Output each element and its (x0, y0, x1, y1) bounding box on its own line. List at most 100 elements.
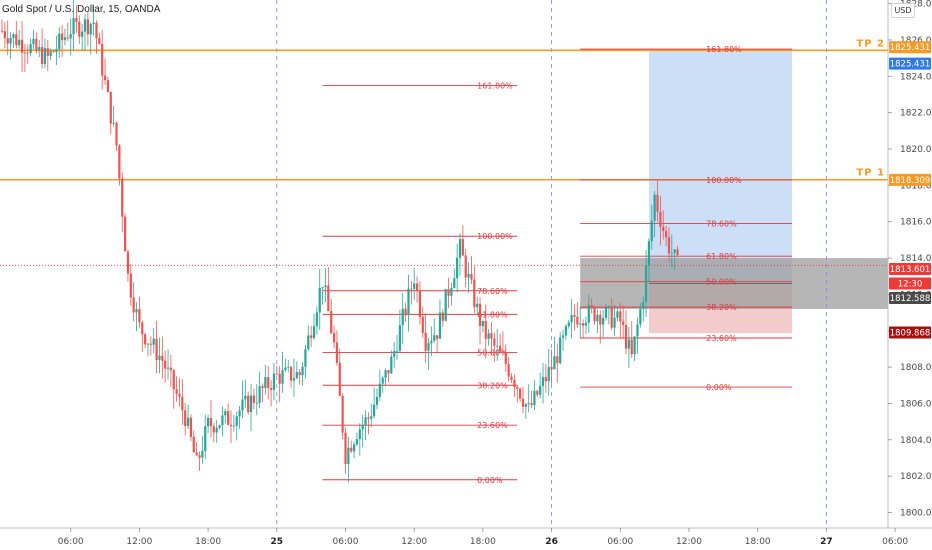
candle[interactable] (473, 266, 476, 314)
candle[interactable] (530, 390, 533, 409)
candle[interactable] (576, 302, 579, 328)
candle[interactable] (424, 313, 427, 364)
candle[interactable] (567, 319, 570, 329)
candle[interactable] (484, 304, 487, 359)
candle[interactable] (281, 351, 284, 393)
candle[interactable] (106, 76, 110, 93)
candle[interactable] (564, 324, 568, 340)
candle[interactable] (673, 248, 676, 270)
candle[interactable] (355, 432, 359, 447)
candle[interactable] (570, 298, 573, 339)
candle[interactable] (49, 48, 52, 61)
candle[interactable] (602, 309, 605, 338)
profit-target-zone[interactable] (648, 50, 793, 284)
candle[interactable] (295, 361, 298, 380)
candle[interactable] (109, 91, 112, 135)
candle[interactable] (410, 281, 413, 305)
candle[interactable] (358, 423, 361, 456)
candle[interactable] (450, 282, 453, 306)
candle[interactable] (264, 364, 267, 395)
candle[interactable] (61, 24, 64, 57)
candle[interactable] (670, 234, 673, 269)
candle[interactable] (587, 294, 590, 333)
candle[interactable] (115, 121, 118, 152)
candle[interactable] (647, 238, 651, 283)
candle[interactable] (444, 288, 447, 322)
candle[interactable] (639, 302, 642, 328)
candle[interactable] (307, 325, 310, 352)
candle[interactable] (324, 268, 327, 303)
candle[interactable] (321, 287, 324, 305)
candle[interactable] (112, 105, 115, 127)
candle[interactable] (573, 304, 576, 331)
candle[interactable] (665, 225, 668, 247)
candle[interactable] (58, 27, 61, 58)
candle[interactable] (556, 343, 559, 383)
candle[interactable] (0, 19, 4, 34)
candle[interactable] (186, 404, 190, 430)
candle[interactable] (15, 20, 18, 49)
candle[interactable] (272, 363, 276, 401)
candle[interactable] (524, 402, 527, 419)
candle[interactable] (381, 375, 384, 393)
candle[interactable] (66, 22, 69, 42)
candle[interactable] (461, 225, 464, 256)
candle[interactable] (18, 30, 21, 49)
candle[interactable] (553, 336, 556, 370)
candle[interactable] (207, 414, 210, 434)
candle[interactable] (516, 384, 519, 403)
candle[interactable] (132, 282, 135, 322)
candle[interactable] (610, 298, 613, 330)
candle[interactable] (86, 12, 89, 47)
candle[interactable] (287, 359, 290, 373)
candle[interactable] (447, 277, 450, 309)
candle[interactable] (519, 387, 522, 402)
candle[interactable] (301, 361, 304, 386)
candle[interactable] (430, 326, 433, 356)
candle[interactable] (312, 313, 316, 340)
candle[interactable] (315, 306, 318, 335)
candle[interactable] (642, 296, 645, 322)
candle[interactable] (541, 362, 545, 404)
candle[interactable] (456, 243, 459, 293)
candle[interactable] (155, 320, 158, 374)
candle[interactable] (404, 302, 407, 322)
candle[interactable] (478, 297, 482, 345)
candle[interactable] (421, 306, 424, 338)
candle[interactable] (78, 15, 81, 44)
candle[interactable] (152, 328, 155, 354)
candle[interactable] (438, 299, 442, 339)
candle[interactable] (3, 22, 6, 49)
candle[interactable] (63, 28, 67, 46)
candle[interactable] (470, 256, 473, 285)
candle[interactable] (138, 296, 141, 328)
candle[interactable] (224, 408, 227, 424)
candle[interactable] (209, 400, 213, 438)
candle[interactable] (653, 191, 656, 238)
candle[interactable] (593, 305, 596, 325)
candle[interactable] (547, 348, 550, 396)
candle[interactable] (258, 372, 261, 409)
candle[interactable] (6, 20, 9, 56)
candle[interactable] (95, 20, 98, 54)
candle[interactable] (135, 302, 138, 331)
candle[interactable] (650, 204, 653, 250)
candle[interactable] (83, 14, 87, 51)
candle[interactable] (9, 32, 12, 60)
candle[interactable] (510, 373, 513, 383)
candle[interactable] (26, 44, 29, 65)
candle[interactable] (476, 296, 479, 315)
candle[interactable] (175, 376, 178, 402)
candle[interactable] (393, 342, 396, 368)
candle[interactable] (32, 30, 35, 49)
candle[interactable] (584, 316, 588, 335)
candle[interactable] (292, 358, 296, 397)
candle[interactable] (40, 28, 44, 69)
candle[interactable] (195, 442, 198, 456)
candle[interactable] (52, 49, 55, 53)
currency-selector-button[interactable]: USD (891, 3, 915, 18)
candle[interactable] (149, 336, 152, 356)
candle[interactable] (433, 318, 436, 343)
candle[interactable] (378, 369, 381, 401)
